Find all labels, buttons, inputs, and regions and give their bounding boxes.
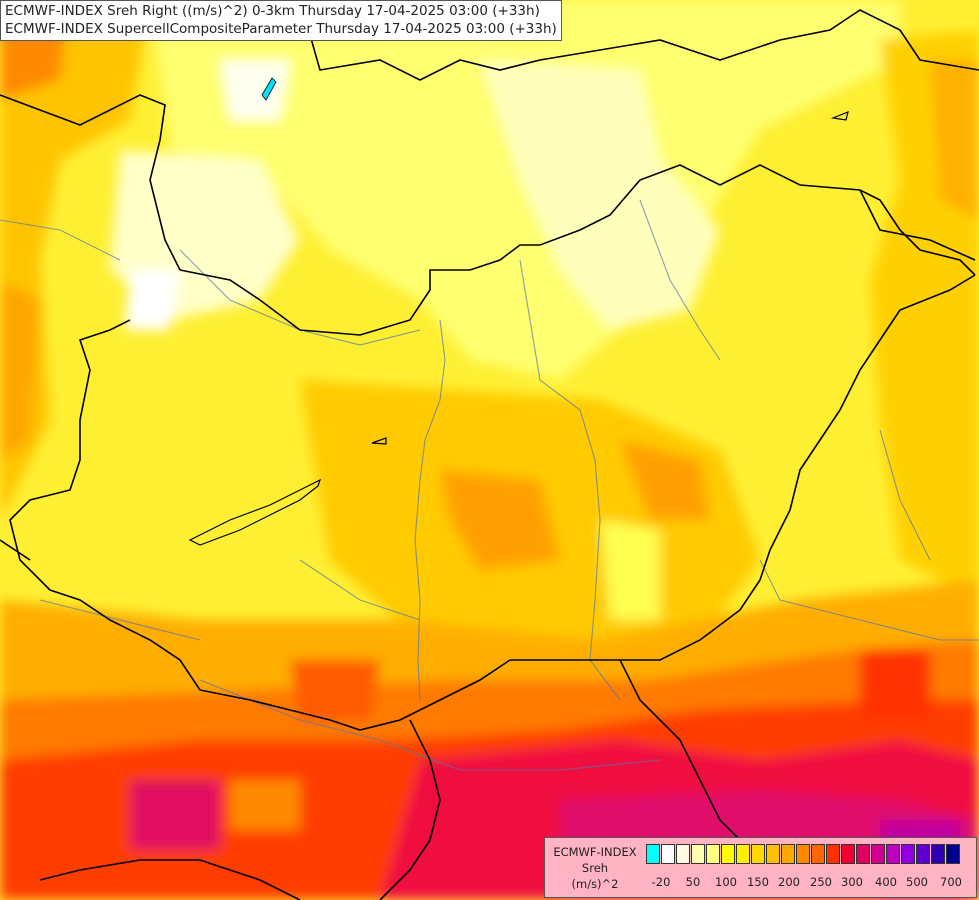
title-line-1: ECMWF-INDEX Sreh Right ((m/s)^2) 0-3km T…: [5, 3, 540, 19]
lake-cyan: [261, 77, 277, 101]
legend-swatch: [691, 844, 705, 864]
map-title: ECMWF-INDEX Sreh Right ((m/s)^2) 0-3km T…: [0, 0, 562, 41]
legend-swatch: [706, 844, 720, 864]
field-very-pale-ne: [480, 60, 720, 330]
border-sk-hu: [179, 164, 976, 336]
field-se-red: [860, 650, 930, 720]
border-ro-ua: [859, 189, 976, 261]
legend-swatch: [781, 844, 795, 864]
legend-swatch: [661, 844, 675, 864]
legend-tick-label: 100: [715, 875, 737, 889]
legend-swatch: [646, 844, 660, 864]
border-west: [0, 539, 31, 561]
border-at-cz-sk: [0, 94, 181, 271]
title-line-2: ECMWF-INDEX SupercellCompositeParameter …: [5, 21, 557, 37]
field-pale-east-central: [600, 520, 660, 620]
legend-swatch: [736, 844, 750, 864]
legend-tick-label: 700: [940, 875, 962, 889]
lake-balaton: [188, 478, 322, 546]
legend-swatch: [766, 844, 780, 864]
lakes: [188, 111, 849, 546]
field-west-orange: [0, 0, 150, 520]
border-pl-sk: [299, 0, 979, 81]
legend-tick-label: 50: [685, 875, 701, 889]
field-west-orange2: [0, 280, 40, 460]
field-pale-white2: [220, 60, 290, 120]
legend-ticks: -20 50 100 150 200 250 300 400 500 700: [646, 875, 976, 891]
legend-swatch: [826, 844, 840, 864]
border-rs-ba: [379, 719, 441, 900]
legend-swatch: [856, 844, 870, 864]
legend-swatch: [751, 844, 765, 864]
legend-tick-label: -20: [651, 875, 671, 889]
field-sw-orange-spot: [230, 780, 300, 830]
color-legend: ECMWF-INDEX Sreh (m/s)^2 -20 50 100 150 200 2…: [544, 837, 977, 898]
lake-ne: [830, 111, 849, 121]
legend-swatch: [871, 844, 885, 864]
border-hu-ro: [510, 274, 976, 661]
legend-tick-label: 150: [747, 875, 769, 889]
field-central-orange3: [620, 440, 710, 520]
border-ba-hr: [39, 859, 301, 900]
legend-swatch: [811, 844, 825, 864]
legend-swatch: [886, 844, 900, 864]
legend-swatch: [946, 844, 960, 864]
lake-small: [371, 437, 387, 445]
legend-title-line-3: (m/s)^2: [571, 877, 619, 891]
legend-swatch: [916, 844, 930, 864]
legend-swatch: [841, 844, 855, 864]
legend-title: ECMWF-INDEX Sreh (m/s)^2: [549, 844, 641, 892]
field-sw-magenta: [130, 780, 220, 850]
legend-title-line-1: ECMWF-INDEX: [553, 845, 637, 859]
legend-swatch: [721, 844, 735, 864]
border-hu-hr-si-at: [9, 319, 201, 691]
legend-swatches: [646, 844, 961, 864]
field-east-orange2: [930, 60, 979, 220]
legend-tick-label: 500: [906, 875, 928, 889]
rivers: [0, 199, 979, 771]
border-hu-rs: [199, 659, 511, 731]
field-s-orange-spot: [290, 660, 380, 720]
legend-tick-label: 300: [841, 875, 863, 889]
legend-tick-label: 200: [778, 875, 800, 889]
legend-title-line-2: Sreh: [581, 861, 609, 875]
field-central-orange2: [440, 470, 560, 570]
legend-tick-label: 400: [875, 875, 897, 889]
legend-swatch: [901, 844, 915, 864]
legend-swatch: [676, 844, 690, 864]
legend-swatch: [796, 844, 810, 864]
legend-swatch: [931, 844, 945, 864]
field-pale-white: [125, 270, 180, 330]
legend-tick-label: 250: [810, 875, 832, 889]
